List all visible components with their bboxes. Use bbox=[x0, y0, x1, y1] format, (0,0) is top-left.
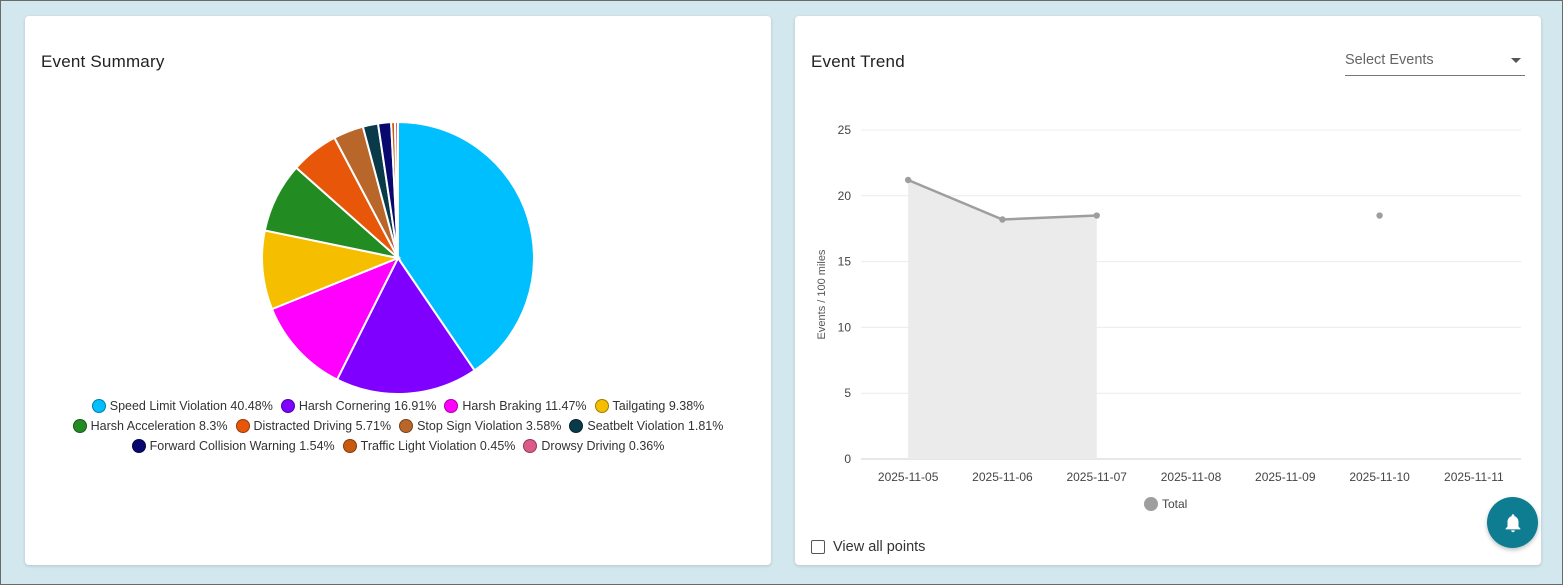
legend-swatch bbox=[523, 439, 538, 453]
legend-label: Stop Sign Violation 3.58% bbox=[417, 419, 562, 433]
legend-item-traffic-light-violation[interactable]: Traffic Light Violation 0.45% bbox=[342, 439, 516, 453]
legend-row: Harsh Acceleration 8.3% Distracted Drivin… bbox=[72, 419, 723, 433]
pie-slice-drowsy-driving[interactable] bbox=[393, 120, 399, 259]
x-tick-label: 2025-11-06 bbox=[972, 470, 1033, 484]
y-tick-label: 10 bbox=[838, 320, 852, 334]
pie-slice-harsh-cornering[interactable] bbox=[335, 256, 476, 395]
event-trend-card: Event Trend Select Events 0 5 10 15 20 25 Even… bbox=[795, 16, 1541, 565]
data-point-total[interactable] bbox=[1093, 212, 1100, 219]
data-point-total[interactable] bbox=[999, 216, 1006, 223]
x-tick-label: 2025-11-07 bbox=[1066, 470, 1127, 484]
event-summary-card: Event Summary Speed Limit Violation 40.4… bbox=[25, 16, 771, 565]
y-axis-label: Events / 100 miles bbox=[816, 249, 828, 339]
select-events-dropdown[interactable]: Select Events bbox=[1345, 46, 1525, 76]
legend-item-drowsy-driving[interactable]: Drowsy Driving 0.36% bbox=[523, 439, 664, 453]
data-point-total[interactable] bbox=[904, 176, 912, 184]
y-tick-label: 25 bbox=[838, 123, 852, 137]
x-tick-label: 2025-11-10 bbox=[1349, 470, 1410, 484]
legend-item-harsh-acceleration[interactable]: Harsh Acceleration 8.3% bbox=[72, 419, 228, 433]
legend-swatch bbox=[131, 439, 146, 453]
x-tick-label: 2025-11-11 bbox=[1444, 470, 1504, 484]
legend-swatch-total[interactable] bbox=[1144, 497, 1158, 511]
legend-swatch bbox=[594, 399, 609, 413]
legend-swatch bbox=[444, 399, 459, 413]
pie-slice-tailgating[interactable] bbox=[261, 229, 402, 311]
view-all-points-checkbox[interactable] bbox=[811, 540, 825, 554]
legend-label: Harsh Acceleration 8.3% bbox=[90, 419, 228, 433]
legend-swatch bbox=[280, 399, 295, 413]
x-tick-label: 2025-11-05 bbox=[878, 470, 939, 484]
pie-slice-harsh-braking[interactable] bbox=[270, 256, 401, 381]
legend-label: Traffic Light Violation 0.45% bbox=[360, 439, 516, 453]
notifications-button[interactable] bbox=[1487, 497, 1538, 548]
pie-slice-speed-limit-violation[interactable] bbox=[397, 120, 535, 372]
legend-item-speed-limit-violation[interactable]: Speed Limit Violation 40.48% bbox=[91, 399, 273, 413]
legend-swatch bbox=[342, 439, 357, 453]
event-trend-title: Event Trend bbox=[811, 52, 905, 71]
series-area-total bbox=[908, 180, 1097, 459]
legend-swatch bbox=[91, 399, 106, 413]
event-summary-title: Event Summary bbox=[41, 52, 165, 71]
legend-label: Harsh Braking 11.47% bbox=[462, 399, 587, 413]
view-all-points-label: View all points bbox=[833, 539, 926, 555]
legend-label: Forward Collision Warning 1.54% bbox=[149, 439, 335, 453]
y-tick-label: 15 bbox=[838, 255, 852, 269]
select-events-placeholder: Select Events bbox=[1345, 52, 1434, 68]
legend-item-stop-sign-violation[interactable]: Stop Sign Violation 3.58% bbox=[399, 419, 561, 433]
legend-row: Forward Collision Warning 1.54% Traffic L… bbox=[131, 439, 664, 453]
data-point-total[interactable] bbox=[1376, 212, 1383, 219]
x-tick-label: 2025-11-08 bbox=[1161, 470, 1222, 484]
view-all-points-toggle[interactable]: View all points bbox=[811, 539, 925, 555]
legend-label: Seatbelt Violation 1.81% bbox=[587, 419, 724, 433]
legend-item-tailgating[interactable]: Tailgating 9.38% bbox=[594, 399, 705, 413]
legend-label-total: Total bbox=[1162, 497, 1187, 511]
y-tick-label: 0 bbox=[844, 452, 851, 466]
legend-label: Distracted Driving 5.71% bbox=[253, 419, 392, 433]
legend-item-forward-collision-warning[interactable]: Forward Collision Warning 1.54% bbox=[131, 439, 335, 453]
event-summary-pie-chart bbox=[261, 120, 535, 395]
caret-down-icon bbox=[1511, 58, 1521, 63]
event-trend-line-chart: 0 5 10 15 20 25 Events / 100 miles 2025-11-05 20… bbox=[816, 123, 1521, 511]
legend-label: Drowsy Driving 0.36% bbox=[541, 439, 665, 453]
y-tick-label: 20 bbox=[838, 189, 852, 203]
legend-swatch bbox=[235, 419, 250, 433]
legend-item-harsh-braking[interactable]: Harsh Braking 11.47% bbox=[444, 399, 587, 413]
x-tick-label: 2025-11-09 bbox=[1255, 470, 1316, 484]
legend-item-distracted-driving[interactable]: Distracted Driving 5.71% bbox=[235, 419, 392, 433]
bell-icon bbox=[1505, 513, 1520, 532]
y-tick-label: 5 bbox=[844, 386, 851, 400]
legend-swatch bbox=[569, 419, 584, 433]
legend-swatch bbox=[399, 419, 414, 433]
pie-legend: Speed Limit Violation 40.48% Harsh Corner… bbox=[55, 399, 741, 453]
legend-item-harsh-cornering[interactable]: Harsh Cornering 16.91% bbox=[280, 399, 437, 413]
legend-row: Speed Limit Violation 40.48% Harsh Corner… bbox=[91, 399, 705, 413]
legend-item-seatbelt-violation[interactable]: Seatbelt Violation 1.81% bbox=[569, 419, 723, 433]
legend-label: Speed Limit Violation 40.48% bbox=[109, 399, 273, 413]
legend-swatch bbox=[72, 419, 87, 433]
legend-label: Tailgating 9.38% bbox=[612, 399, 705, 413]
legend-label: Harsh Cornering 16.91% bbox=[298, 399, 437, 413]
